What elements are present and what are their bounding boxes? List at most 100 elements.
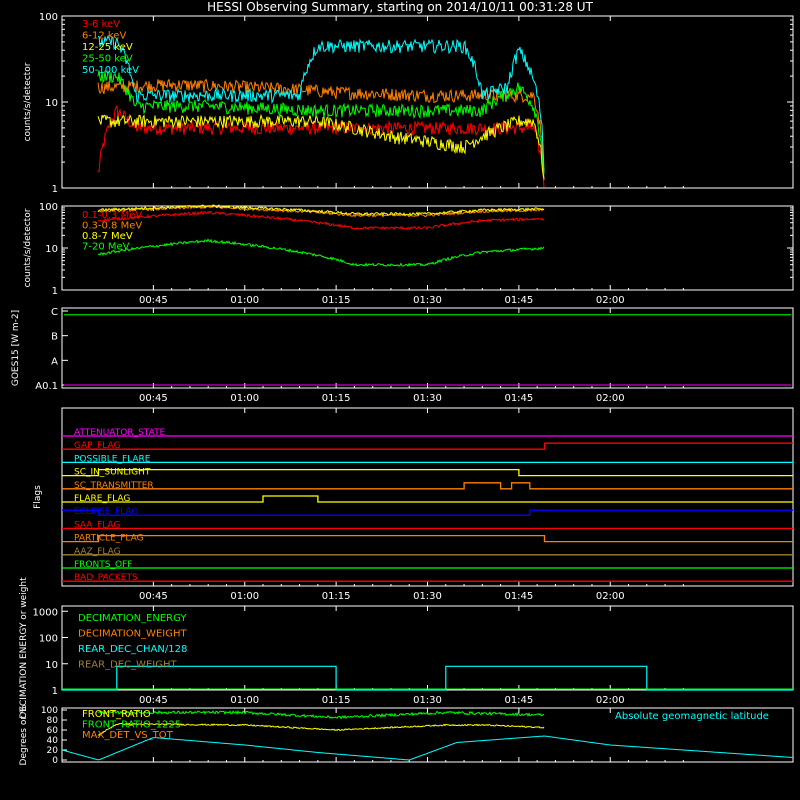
flag-trace — [62, 509, 793, 516]
low-energy-legend-entry: 25-50 keV — [82, 54, 133, 65]
goes-ytick-label: A — [51, 356, 58, 367]
decimation-ytick-label: 1000 — [33, 607, 58, 618]
goes-panel-xtick-label: 02:00 — [596, 393, 625, 404]
flags-panel-xtick-label: 01:00 — [230, 591, 259, 602]
low-energy-ytick-label: 100 — [39, 12, 58, 23]
ratios-legend-entry: FRONT_RATIO_1225 — [82, 720, 181, 731]
flags-panel-ylabel: Flags — [33, 485, 43, 509]
low-energy-legend-entry: 50-100 keV — [82, 65, 139, 76]
high-energy-ytick-label: 100 — [39, 202, 58, 213]
ratios-legend-entry: FRONT_RATIO — [82, 709, 151, 720]
decimation-panel-xtick-label: 00:45 — [139, 695, 168, 706]
flag-label: SAA_FLAG — [74, 520, 120, 530]
flag-label: AAZ_FLAG — [74, 547, 121, 557]
ratios-ytick-label: 60 — [47, 726, 59, 736]
decimation-panel-xtick-label: 01:15 — [322, 695, 351, 706]
low-energy-series-3 — [97, 69, 545, 174]
decimation-panel-ylabel: DECIMATION ENERGY or weight — [19, 577, 29, 719]
goes-panel-xtick-label: 00:45 — [139, 393, 168, 404]
flag-label: FRONTS_OFF — [74, 560, 132, 570]
flag-label: PARTICLE_FLAG — [74, 534, 144, 544]
flag-label: ATTENUATOR_STATE — [74, 428, 166, 438]
ratios-ytick-label: 40 — [47, 736, 59, 746]
goes-ytick-label: A0.1 — [35, 381, 58, 392]
high-energy-ytick-label: 10 — [45, 244, 58, 255]
low-energy-legend-entry: 6-12 keV — [82, 31, 126, 42]
high-energy-panel-xtick-label: 00:45 — [139, 295, 168, 306]
flag-label: SC_TRANSMITTER — [74, 481, 154, 491]
ratios-ytick-label: 80 — [47, 716, 59, 726]
flag-label: ECLIPSE_FLAG — [74, 507, 138, 517]
flags-panel-xtick-label: 02:00 — [596, 591, 625, 602]
flag-label: POSSIBLE_FLARE — [74, 454, 151, 464]
low-energy-series-2 — [97, 113, 545, 179]
high-energy-legend-entry: 0.1-0.3 MeV — [82, 210, 142, 221]
decimation-ytick-label: 1 — [52, 686, 58, 697]
high-energy-panel-xtick-label: 01:00 — [230, 295, 259, 306]
ratios-ytick-label: 0 — [52, 756, 58, 766]
goes-ytick-label: B — [51, 332, 58, 343]
flag-trace — [62, 495, 793, 503]
decimation-series — [62, 665, 793, 691]
decimation-ytick-label: 100 — [39, 634, 58, 645]
low-energy-legend-entry: 3-6 keV — [82, 19, 120, 30]
high-energy-panel-xtick-label: 01:30 — [413, 295, 442, 306]
flags-panel-frame — [61, 407, 794, 587]
ratios-annotation: Absolute geomagnetic latitude — [615, 711, 769, 722]
low-energy-series-4 — [97, 34, 545, 172]
low-energy-series-0 — [97, 105, 545, 188]
goes-panel-xtick-label: 01:15 — [322, 393, 351, 404]
high-energy-panel-frame — [61, 205, 794, 291]
flag-label: BAD_PACKETS — [74, 573, 138, 583]
high-energy-series-2 — [97, 204, 545, 217]
high-energy-series-3 — [97, 238, 545, 268]
high-energy-ytick-label: 1 — [52, 286, 58, 297]
flags-panel-xtick-label: 01:15 — [322, 591, 351, 602]
high-energy-panel-xtick-label: 01:45 — [504, 295, 533, 306]
goes-panel-xtick-label: 01:30 — [413, 393, 442, 404]
flags-panel-xtick-label: 01:30 — [413, 591, 442, 602]
low-energy-ytick-label: 10 — [45, 98, 58, 109]
flag-trace — [62, 442, 793, 450]
ratios-series-geomag — [61, 735, 794, 761]
flag-trace — [62, 482, 793, 490]
high-energy-panel-xtick-label: 01:15 — [322, 295, 351, 306]
decimation-panel-xtick-label: 01:45 — [504, 695, 533, 706]
high-energy-series-0 — [97, 210, 545, 231]
goes-panel-ylabel: GOES15 [W m-2] — [11, 310, 21, 386]
high-energy-panel-ylabel: counts/s/detector — [23, 208, 33, 287]
decimation-panel-xtick-label: 01:30 — [413, 695, 442, 706]
flag-trace — [62, 468, 793, 477]
ratios-ytick-label: 20 — [47, 746, 59, 756]
decimation-panel-xtick-label: 02:00 — [596, 695, 625, 706]
high-energy-legend-entry: 0.8-7 MeV — [82, 231, 133, 242]
decimation-legend-entry: DECIMATION_ENERGY — [78, 613, 187, 624]
flag-trace — [62, 534, 793, 543]
low-energy-ytick-label: 1 — [52, 184, 58, 195]
ratios-legend-entry: MAX_DET_VS_TOT — [82, 730, 174, 741]
decimation-panel-xtick-label: 01:00 — [230, 695, 259, 706]
flag-label: SC_IN_SUNLIGHT — [74, 468, 151, 478]
high-energy-panel-xtick-label: 02:00 — [596, 295, 625, 306]
goes-ytick-label: C — [51, 307, 58, 318]
flag-label: GAP_FLAG — [74, 441, 120, 451]
goes-panel-xtick-label: 01:00 — [230, 393, 259, 404]
low-energy-series-1 — [97, 78, 545, 181]
ratios-panel-ylabel: Degrees or % — [19, 704, 29, 765]
goes-panel-frame — [61, 307, 794, 389]
decimation-legend-entry: DECIMATION_WEIGHT — [78, 629, 187, 640]
ratios-series-front — [97, 722, 545, 736]
goes-panel-xtick-label: 01:45 — [504, 393, 533, 404]
ratios-series-front-1225 — [97, 709, 545, 720]
low-energy-panel-ylabel: counts/s/detector — [23, 62, 33, 141]
flags-panel-xtick-label: 01:45 — [504, 591, 533, 602]
low-energy-legend-entry: 12-25 keV — [82, 42, 133, 53]
decimation-ytick-label: 10 — [45, 660, 58, 671]
flags-panel-xtick-label: 00:45 — [139, 591, 168, 602]
flag-label: FLARE_FLAG — [74, 494, 130, 504]
page-title: HESSI Observing Summary, starting on 201… — [207, 0, 593, 14]
high-energy-legend-entry: 7-20 MeV — [82, 242, 130, 253]
decimation-legend-entry: REAR_DEC_CHAN/128 — [78, 644, 187, 655]
high-energy-legend-entry: 0.3-0.8 MeV — [82, 221, 142, 232]
